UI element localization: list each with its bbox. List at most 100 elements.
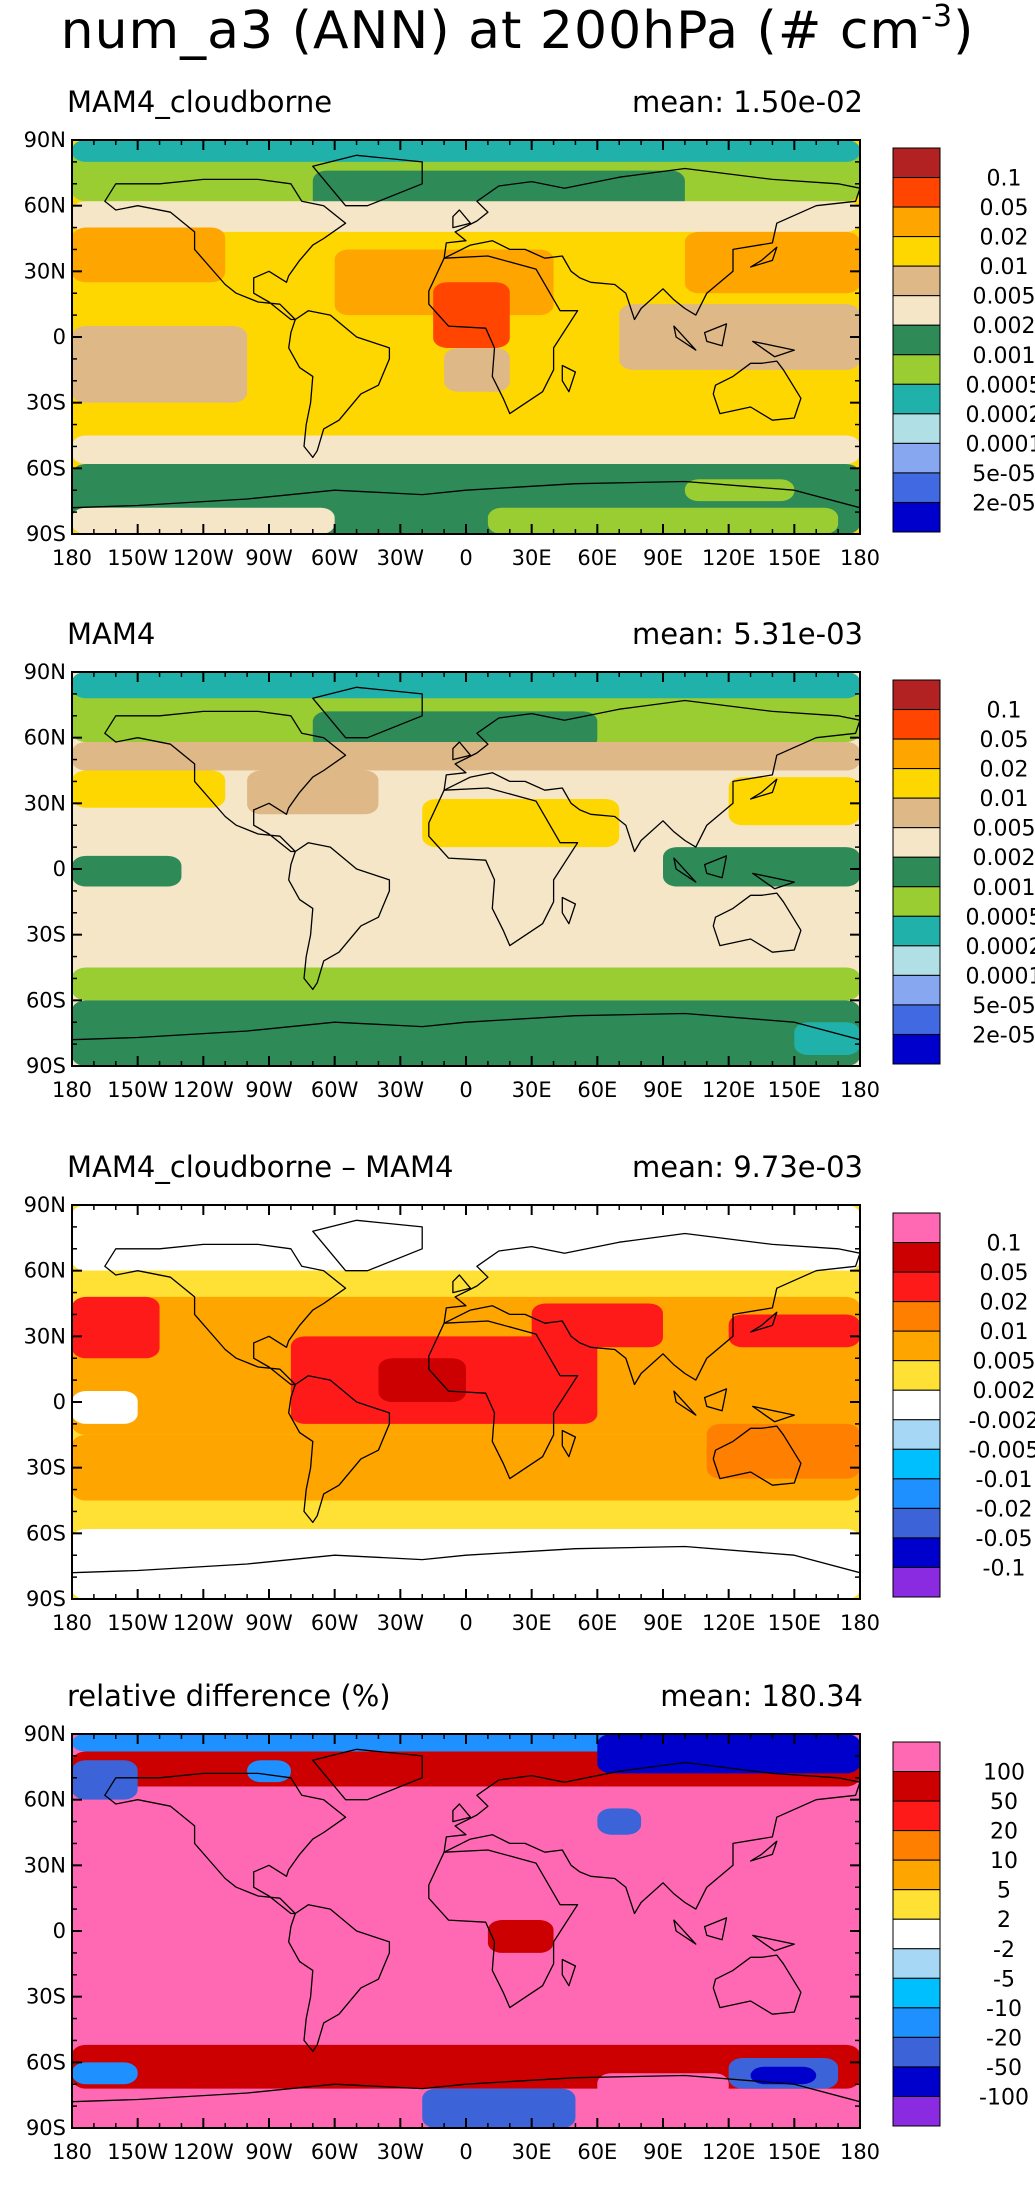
field-patch [72,201,860,232]
colorbar-label: 0.0005 [966,373,1035,398]
colorbar-label: 0.05 [980,1261,1029,1286]
colorbar-label: -2 [993,1938,1015,1963]
coastline [288,842,391,991]
colorbar-swatch [892,1330,941,1362]
colorbar-swatch [892,1889,941,1920]
x-tick-label: 150E [768,1611,821,1635]
y-tick-label: 90S [26,1054,66,1078]
field-patch [72,1528,860,1599]
colorbar-swatch [892,383,941,415]
x-tick-label: 180 [52,546,92,570]
panel-title: MAM4_cloudborne – MAM4 [67,1150,454,1184]
colorbar-swatch [892,295,941,326]
x-tick-label: 180 [52,2140,92,2164]
coastline [752,1934,795,1952]
x-tick-label: 30E [512,1078,552,1102]
coastline [712,892,802,953]
colorbar-label: 0.02 [980,226,1029,251]
colorbar-label: 0.002 [973,846,1035,871]
coastlines [72,686,860,1066]
coastline [703,855,728,879]
coastline [452,1274,472,1294]
field-patch [312,711,598,749]
y-tick-label: 0 [53,325,66,349]
colorbar-swatch [892,1242,941,1273]
colorbar-swatch [892,2066,941,2097]
colorbar-swatch [892,236,941,267]
data-field [72,1205,860,1599]
x-tick-label: 90E [643,1611,683,1635]
x-tick-label: 120W [173,1611,234,1635]
panel-title: MAM4_cloudborne [67,85,333,119]
field-patch [487,1920,554,1953]
coastline [288,1904,391,2053]
colorbar-label: 0.0005 [966,905,1035,930]
colorbar-swatch [892,324,941,356]
coastline [72,480,860,534]
field-patch [531,1303,663,1348]
x-tick-label: 120E [702,1611,755,1635]
colorbar-label: 0.001 [973,344,1035,369]
field-patch [72,1205,860,1271]
colorbar-swatch [892,945,941,976]
field-patch [72,967,860,1001]
coastlines [72,154,860,534]
x-tick-label: 30W [377,1078,425,1102]
map-panel-mam4: MAM4 mean: 5.31e-03 90N 60N 30N 0 30S 60S 90S 1… [0,617,1035,1147]
coastline [452,1803,472,1823]
colorbar-label: 0.0001 [966,964,1035,989]
coastline [443,167,860,321]
field-patch [728,1314,860,1348]
x-tick-label: 0 [459,1078,472,1102]
colorbar-swatch [892,856,941,888]
colorbar-swatch [892,738,941,770]
coastline [712,1425,802,1486]
x-tick-label: 0 [459,1611,472,1635]
colorbar-label: 10 [990,1849,1018,1874]
colorbar-swatch [892,1212,941,1244]
field-patch [72,1000,860,1066]
figure-title: num_a3 (ANN) at 200hPa (# cm-3) [60,0,975,61]
x-tick-label: 30W [377,1611,425,1635]
colorbar: 0.1 0.05 0.02 0.01 0.005 0.002 0.001 0.0005 0.00… [892,147,1035,533]
colorbar-swatch [892,1977,941,2009]
colorbar-label: 2e-05 [972,1023,1035,1048]
colorbar-label: 20 [990,1820,1018,1845]
coastline [72,1545,860,1599]
x-tick-label: 150E [768,1078,821,1102]
colorbar-swatch [892,2007,941,2038]
y-tick-label: 60N [24,1259,66,1283]
colorbar-swatch [892,1301,941,1332]
coastline [561,364,577,393]
y-tick-label: 90S [26,522,66,546]
colorbar-swatch [892,1389,941,1421]
x-tick-label: 60W [311,1078,359,1102]
coastline [312,154,423,207]
coastline [428,255,579,415]
map-panel-mam4-cloudborne: MAM4_cloudborne mean: 1.50e-02 90N 60N 30N… [0,85,1035,615]
field-patch [312,170,685,211]
coastline [443,699,860,853]
y-tick-label: 0 [53,857,66,881]
y-tick-label: 60N [24,726,66,750]
colorbar-label: 100 [983,1761,1025,1786]
colorbar-swatch [892,1033,941,1065]
x-tick-label: 120W [173,1078,234,1102]
colorbar-swatch [892,1271,941,1303]
coastline [712,1954,802,2015]
x-tick-label: 90W [245,2140,293,2164]
colorbar-label: 0.1 [987,699,1022,724]
x-tick-label: 30W [377,2140,425,2164]
x-tick-label: 60W [311,546,359,570]
x-tick-label: 90E [643,546,683,570]
colorbar-swatch [892,472,941,503]
colorbar-swatch [892,797,941,829]
y-tick-label: 30S [26,1456,66,1480]
coastline [712,360,802,421]
colorbar-label: 0.01 [980,255,1029,280]
colorbar-label: 0.0002 [966,403,1035,428]
colorbar-label: -50 [986,2056,1022,2081]
coastline [288,1375,391,1524]
